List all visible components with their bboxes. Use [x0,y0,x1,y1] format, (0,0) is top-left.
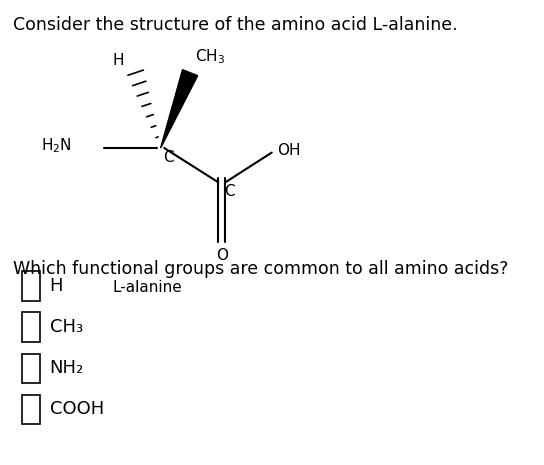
Text: COOH: COOH [50,400,104,418]
Text: C: C [163,150,174,165]
FancyBboxPatch shape [22,395,40,424]
Text: Which functional groups are common to all amino acids?: Which functional groups are common to al… [13,260,509,278]
FancyBboxPatch shape [22,312,40,342]
Text: H: H [113,53,125,68]
FancyBboxPatch shape [22,353,40,383]
Text: H$_2$N: H$_2$N [41,136,72,155]
Text: Consider the structure of the amino acid L-alanine.: Consider the structure of the amino acid… [13,16,458,33]
Text: OH: OH [277,143,301,158]
Text: H: H [50,277,63,295]
FancyBboxPatch shape [22,271,40,301]
Text: NH₂: NH₂ [50,359,84,378]
Text: L-alanine: L-alanine [112,280,182,295]
Polygon shape [160,70,197,148]
Text: O: O [216,248,228,264]
Text: CH$_3$: CH$_3$ [195,47,225,66]
Text: C: C [224,184,234,199]
Text: CH₃: CH₃ [50,318,83,336]
